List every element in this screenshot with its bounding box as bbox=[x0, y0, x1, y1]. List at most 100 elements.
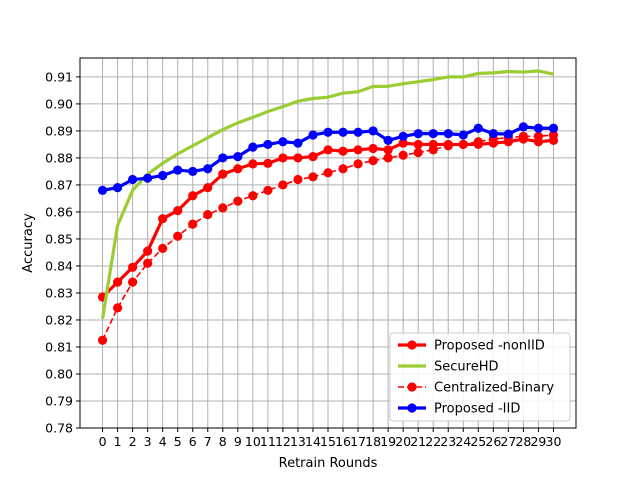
data-point bbox=[173, 165, 183, 175]
legend-entry: Proposed -IID bbox=[398, 402, 520, 417]
data-point bbox=[143, 173, 153, 183]
data-point bbox=[383, 153, 393, 163]
data-point bbox=[112, 303, 123, 313]
data-point bbox=[398, 138, 408, 148]
y-tick-label: 0.91 bbox=[45, 69, 73, 84]
legend-marker bbox=[407, 382, 417, 392]
data-point bbox=[368, 143, 378, 154]
legend-entry: SecureHD bbox=[398, 360, 498, 375]
x-tick-label: 5 bbox=[174, 434, 182, 449]
data-point bbox=[443, 129, 453, 139]
data-point bbox=[518, 131, 528, 141]
x-tick-label: 9 bbox=[234, 434, 242, 449]
data-point bbox=[143, 258, 153, 268]
data-point bbox=[278, 137, 288, 147]
x-tick-label: 11 bbox=[260, 434, 276, 449]
data-point bbox=[473, 123, 483, 133]
data-point bbox=[308, 151, 318, 162]
data-point bbox=[218, 169, 228, 179]
data-point bbox=[158, 214, 168, 224]
legend-marker bbox=[407, 340, 417, 350]
data-point bbox=[128, 277, 138, 287]
data-point bbox=[548, 130, 559, 140]
data-point bbox=[188, 191, 198, 201]
x-tick-label: 13 bbox=[290, 434, 306, 449]
y-tick-label: 0.89 bbox=[45, 123, 73, 138]
series-line bbox=[100, 69, 554, 319]
data-point bbox=[293, 153, 303, 163]
legend-marker bbox=[407, 403, 417, 413]
data-point bbox=[203, 210, 213, 220]
data-point bbox=[308, 172, 318, 182]
data-point bbox=[263, 158, 273, 168]
legend-label: SecureHD bbox=[434, 360, 498, 375]
data-point bbox=[458, 139, 468, 150]
data-point bbox=[128, 262, 138, 272]
data-point bbox=[293, 138, 303, 148]
data-point bbox=[338, 146, 348, 156]
data-point bbox=[533, 123, 544, 133]
x-tick-label: 15 bbox=[320, 434, 336, 449]
x-tick-label: 2 bbox=[129, 434, 137, 449]
x-axis-label: Retrain Rounds bbox=[279, 456, 378, 471]
x-tick-label: 16 bbox=[335, 434, 351, 449]
data-point bbox=[353, 127, 363, 137]
data-point bbox=[413, 139, 423, 150]
data-point bbox=[248, 191, 258, 201]
data-point bbox=[173, 231, 183, 241]
x-tick-label: 29 bbox=[530, 434, 546, 449]
series-2 bbox=[97, 130, 559, 345]
y-tick-label: 0.82 bbox=[45, 312, 73, 327]
data-point bbox=[218, 153, 228, 163]
data-point bbox=[323, 168, 333, 178]
data-point bbox=[428, 129, 438, 139]
data-point bbox=[218, 203, 228, 213]
data-point bbox=[428, 145, 438, 155]
x-tick-label: 25 bbox=[470, 434, 486, 449]
data-point bbox=[233, 164, 243, 174]
x-tick-label: 3 bbox=[144, 434, 152, 449]
data-point bbox=[263, 139, 273, 150]
y-tick-label: 0.79 bbox=[45, 393, 73, 408]
data-point bbox=[188, 166, 198, 177]
data-point bbox=[233, 196, 243, 206]
data-point bbox=[97, 185, 108, 195]
x-tick-label: 27 bbox=[500, 434, 516, 449]
data-point bbox=[368, 126, 378, 136]
legend-entry: Centralized-Binary bbox=[398, 381, 554, 396]
data-point bbox=[368, 156, 378, 166]
data-point bbox=[383, 145, 393, 155]
data-point bbox=[413, 147, 423, 158]
x-tick-label: 0 bbox=[99, 434, 107, 449]
y-tick-label: 0.84 bbox=[45, 258, 73, 273]
data-point bbox=[383, 135, 393, 145]
data-point bbox=[158, 243, 168, 254]
y-tick-label: 0.90 bbox=[45, 96, 73, 111]
data-point bbox=[173, 205, 183, 216]
y-tick-label: 0.87 bbox=[45, 177, 73, 192]
data-point bbox=[112, 277, 123, 287]
x-tick-label: 24 bbox=[455, 434, 471, 449]
data-point bbox=[248, 142, 258, 152]
data-point bbox=[188, 219, 198, 229]
data-point bbox=[323, 145, 333, 155]
x-tick-label: 17 bbox=[350, 434, 366, 449]
data-point bbox=[458, 130, 468, 140]
data-point bbox=[413, 129, 423, 139]
legend-entry: Proposed -nonIID bbox=[398, 339, 545, 354]
legend-label: Centralized-Binary bbox=[434, 381, 554, 396]
data-point bbox=[97, 335, 108, 345]
data-point bbox=[488, 129, 498, 139]
x-tick-label: 6 bbox=[189, 434, 197, 449]
data-point bbox=[203, 183, 213, 193]
data-point bbox=[533, 131, 544, 141]
y-tick-label: 0.81 bbox=[45, 339, 73, 354]
y-tick-label: 0.78 bbox=[45, 421, 73, 436]
data-point bbox=[353, 159, 363, 169]
data-point bbox=[158, 170, 168, 181]
x-tick-label: 4 bbox=[159, 434, 167, 449]
y-tick-label: 0.85 bbox=[45, 231, 73, 246]
series-3 bbox=[97, 122, 559, 195]
series-1 bbox=[100, 69, 554, 319]
